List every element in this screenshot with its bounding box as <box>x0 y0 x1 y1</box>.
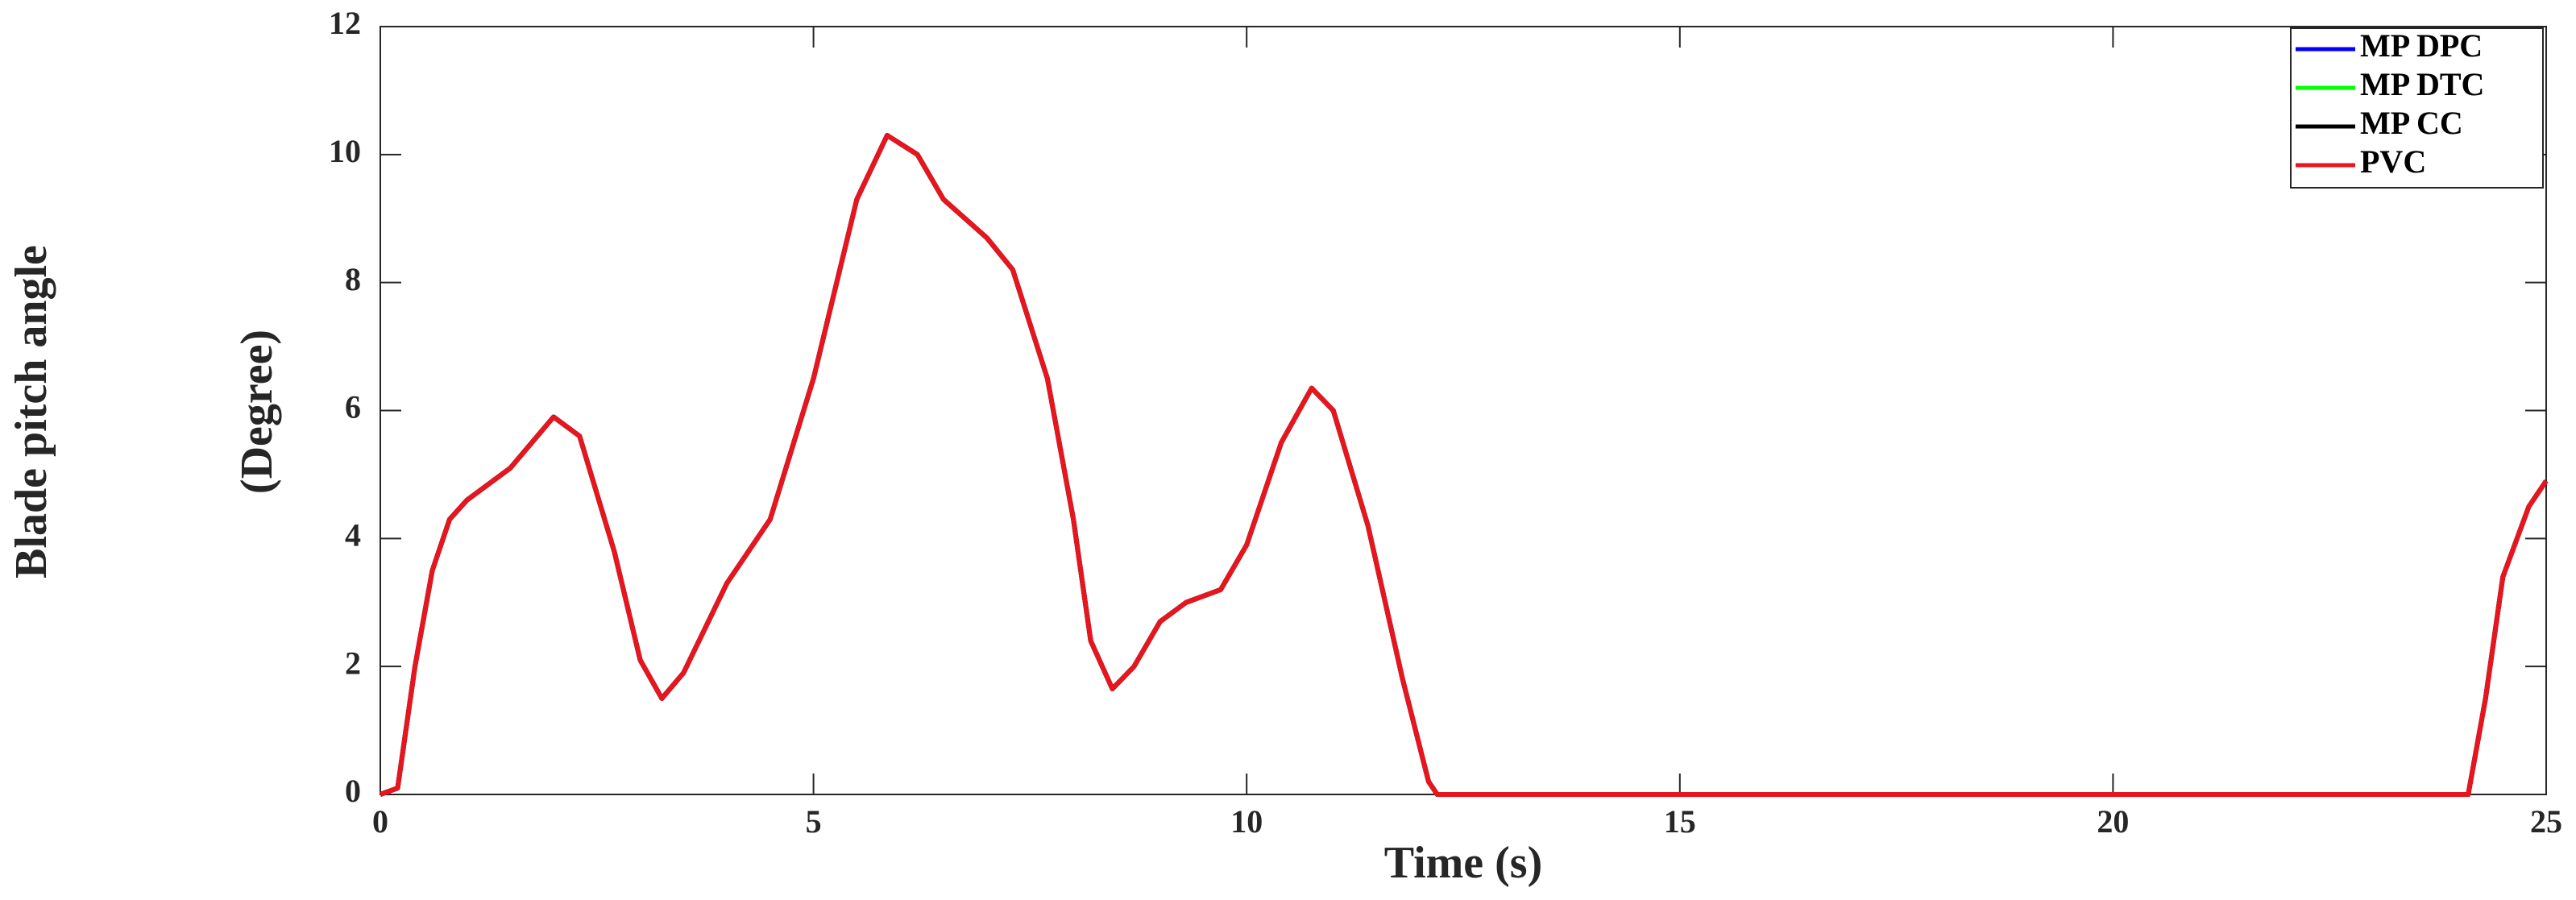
y-axis-label: (Degree) <box>232 330 282 494</box>
y-tick-label: 4 <box>345 517 361 554</box>
y-tick-label: 10 <box>329 133 361 169</box>
legend-label: MP CC <box>2360 105 2463 141</box>
legend-label: MP DTC <box>2360 66 2484 102</box>
legend-box <box>2290 27 2544 189</box>
legend-label: PVC <box>2360 143 2426 180</box>
y-axis-label: Blade pitch angle <box>6 245 56 579</box>
y-tick-label: 2 <box>345 645 361 681</box>
x-axis-label: Time (s) <box>1384 838 1543 888</box>
y-tick-label: 0 <box>345 773 361 809</box>
series-line <box>379 133 2549 797</box>
y-tick-label: 12 <box>329 5 361 41</box>
series-line <box>379 133 2549 797</box>
x-tick-label: 20 <box>2097 803 2129 840</box>
x-tick-label: 10 <box>1230 803 1263 840</box>
legend-label: MP DPC <box>2360 27 2483 64</box>
series-line <box>379 133 2549 797</box>
series-line <box>379 133 2549 797</box>
x-tick-label: 0 <box>372 803 388 840</box>
x-tick-label: 15 <box>1664 803 1696 840</box>
plot-area <box>380 26 2547 795</box>
x-tick-label: 25 <box>2530 803 2562 840</box>
x-tick-label: 5 <box>806 803 822 840</box>
y-tick-label: 8 <box>345 261 361 297</box>
y-tick-label: 6 <box>345 389 361 425</box>
